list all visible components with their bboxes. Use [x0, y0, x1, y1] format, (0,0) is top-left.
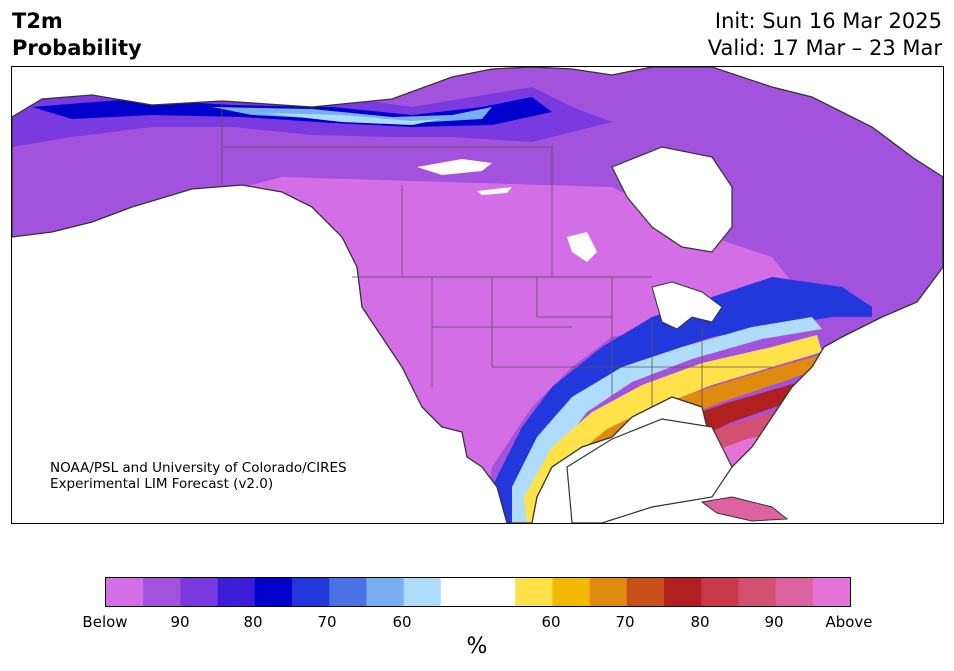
credit-line-1: NOAA/PSL and University of Colorado/CIRE… [50, 460, 347, 476]
colorbar-label: 70 [615, 613, 635, 631]
lake [417, 159, 492, 175]
north-light-band [212, 107, 492, 123]
map-title: T2m Probability [12, 8, 142, 62]
colorbar-swatch [106, 578, 144, 606]
colorbar-label: 90 [764, 613, 784, 631]
forecast-dates: Init: Sun 16 Mar 2025 Valid: 17 Mar – 23… [708, 8, 942, 62]
colorbar-swatch [701, 578, 739, 606]
colorbar-swatch [478, 578, 516, 606]
colorbar-swatch [664, 578, 702, 606]
colorbar-swatch [403, 578, 442, 606]
political-borders [221, 103, 772, 407]
product-label: Probability [12, 36, 142, 60]
colorbar-label: 60 [541, 613, 561, 631]
lake [477, 187, 512, 195]
colorbar-label: Below [82, 613, 128, 631]
colorbar [105, 577, 851, 607]
colorbar-label: Above [825, 613, 873, 631]
init-date: Init: Sun 16 Mar 2025 [714, 9, 942, 33]
variable-label: T2m [12, 9, 63, 33]
colorbar-label: 90 [170, 613, 190, 631]
map-canvas [12, 67, 943, 523]
colorbar-label: 60 [392, 613, 412, 631]
east-light-band [512, 317, 822, 523]
colorbar-swatch [515, 578, 553, 606]
colorbar-swatch [292, 578, 330, 606]
colorbar-swatch [440, 578, 479, 606]
colorbar-swatch [626, 578, 665, 606]
gulf-of-mexico [566, 418, 733, 523]
colorbar-swatch [775, 578, 814, 606]
colorbar-swatch [254, 578, 293, 606]
hudson-bay [611, 146, 733, 253]
east-cool-band [492, 277, 872, 523]
colorbar-label: 70 [317, 613, 337, 631]
land-shading [12, 67, 943, 523]
colorbar-swatches [106, 578, 850, 606]
great-lakes [651, 281, 723, 330]
colorbar-swatch [143, 578, 181, 606]
colorbar-swatch [329, 578, 367, 606]
colorbar-swatch [589, 578, 628, 606]
colorbar-swatch [217, 578, 256, 606]
colorbar-swatch [812, 578, 850, 606]
colorbar-label: 80 [690, 613, 710, 631]
colorbar-swatch [738, 578, 777, 606]
colorbar-swatch [366, 578, 405, 606]
colorbar-label: 80 [243, 613, 263, 631]
lake [567, 232, 597, 262]
colorbar-unit: % [466, 634, 488, 659]
credit-text: NOAA/PSL and University of Colorado/CIRE… [50, 460, 347, 492]
valid-date-range: Valid: 17 Mar – 23 Mar [707, 36, 942, 60]
colorbar-swatch [180, 578, 219, 606]
cuba [700, 496, 789, 522]
credit-line-2: Experimental LIM Forecast (v2.0) [50, 476, 274, 492]
north-lightest-band [262, 113, 442, 125]
probability-map: NOAA/PSL and University of Colorado/CIRE… [11, 66, 944, 524]
colorbar-swatch [552, 578, 591, 606]
